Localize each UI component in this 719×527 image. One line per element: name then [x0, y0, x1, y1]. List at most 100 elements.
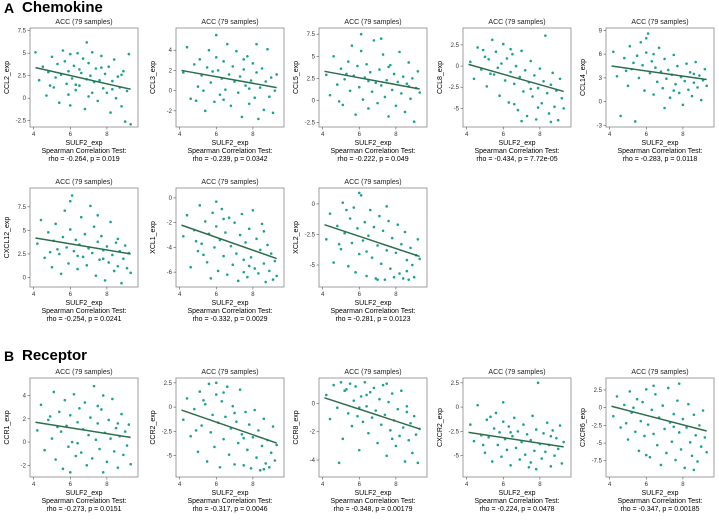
data-point: [189, 434, 192, 438]
data-point: [356, 414, 359, 418]
test-name-label: Spearman Correlation Test:: [617, 148, 702, 155]
data-point: [346, 60, 350, 63]
data-point: [214, 225, 218, 228]
plot-frame: [29, 187, 139, 288]
data-point: [98, 447, 101, 451]
data-point: [224, 88, 227, 91]
data-point: [390, 88, 394, 92]
test-name-label: Spearman Correlation Test:: [474, 148, 559, 155]
chart-title: ACC (79 samples): [201, 19, 258, 26]
data-point: [257, 272, 260, 275]
data-point: [389, 63, 392, 67]
data-point: [68, 413, 72, 417]
data-point: [220, 399, 224, 403]
data-point: [253, 96, 257, 100]
y-axis-label: CXCR6_exp: [580, 408, 587, 447]
data-point: [703, 67, 707, 71]
scatter-panel-ccl8: ACC (79 samples) 4 6 8 -5 -2.5 0 2.5 CCL8_exp SUL…: [433, 14, 575, 172]
data-point: [485, 418, 489, 422]
data-point: [125, 89, 129, 93]
data-point: [350, 424, 354, 428]
rho-p-value-label: rho = -0.222, p = 0.049: [337, 156, 408, 163]
data-point: [412, 120, 416, 123]
y-tick-label: 5: [312, 54, 316, 60]
data-point: [509, 70, 512, 74]
scatter-panel-ccl2: ACC (79 samples) 4 6 8 -2.5 0 2.5 5 7.5 CCL2_exp S…: [0, 14, 142, 172]
data-point: [182, 234, 185, 238]
data-point: [70, 77, 74, 80]
data-point: [260, 222, 264, 226]
data-point: [78, 68, 81, 71]
data-point: [268, 269, 271, 273]
data-point: [96, 214, 100, 217]
test-name-label: Spearman Correlation Test:: [41, 498, 126, 505]
data-point: [198, 390, 202, 393]
data-point: [505, 57, 509, 60]
data-point: [231, 65, 235, 68]
data-point: [57, 101, 61, 104]
data-point: [120, 412, 123, 416]
data-point: [652, 93, 655, 96]
data-point: [389, 267, 392, 270]
data-point: [400, 92, 403, 95]
scatter-panel-ccr2: ACC (79 samples) 4 6 8 -5 -2.5 0 2.5 CCR2_exp SUL…: [146, 364, 288, 522]
data-point: [379, 423, 383, 426]
data-point: [533, 449, 536, 453]
data-point: [100, 234, 103, 238]
data-point: [101, 87, 105, 90]
y-tick-label: 2.5: [18, 252, 27, 258]
data-point: [207, 48, 211, 52]
data-point: [205, 260, 209, 264]
data-point: [98, 258, 101, 261]
data-point: [68, 104, 72, 107]
y-tick-label: 0: [599, 406, 603, 412]
y-axis-label: CCL8_exp: [437, 61, 444, 94]
data-point: [400, 242, 403, 246]
data-point: [525, 432, 529, 436]
data-point: [76, 254, 79, 258]
regression-line: [181, 224, 277, 260]
data-point: [633, 430, 637, 434]
x-axis-label: SULF2_exp: [355, 300, 392, 307]
data-point: [520, 440, 523, 444]
data-point: [100, 408, 103, 411]
x-axis-label: SULF2_exp: [66, 490, 103, 497]
data-point: [129, 271, 132, 275]
data-point: [414, 433, 418, 436]
data-point: [365, 404, 368, 408]
data-point: [39, 403, 43, 407]
data-point: [677, 382, 681, 385]
data-point: [696, 460, 699, 463]
data-point: [209, 431, 213, 434]
data-point: [96, 240, 100, 244]
data-point: [378, 214, 381, 218]
data-point: [418, 91, 421, 94]
data-point: [628, 44, 632, 48]
data-point: [76, 267, 79, 271]
y-tick-label: -5: [167, 454, 173, 460]
regression-line: [324, 397, 420, 430]
data-point: [556, 118, 560, 122]
data-point: [205, 66, 209, 69]
data-point: [48, 84, 52, 87]
data-point: [343, 231, 346, 235]
data-point: [262, 467, 266, 471]
data-point: [403, 460, 407, 463]
data-point: [247, 264, 251, 268]
rho-p-value-label: rho = -0.348, p = 0.00179: [333, 506, 412, 513]
x-axis-label: SULF2_exp: [212, 300, 249, 307]
plot-frame: [175, 187, 285, 288]
scatter-svg: ACC (79 samples) 4 6 8 -2 0 2 4 CCR1_exp SULF2_ex…: [4, 369, 139, 513]
x-axis-label: SULF2_exp: [355, 490, 392, 497]
data-point: [100, 66, 103, 69]
data-point: [242, 464, 246, 467]
data-point: [674, 458, 677, 462]
plot-frame: [29, 27, 139, 128]
data-point: [123, 430, 127, 433]
data-point: [125, 266, 129, 270]
data-point: [189, 265, 192, 269]
data-point: [47, 70, 50, 74]
data-point: [114, 96, 118, 100]
data-point: [325, 73, 328, 77]
data-point: [394, 104, 398, 108]
